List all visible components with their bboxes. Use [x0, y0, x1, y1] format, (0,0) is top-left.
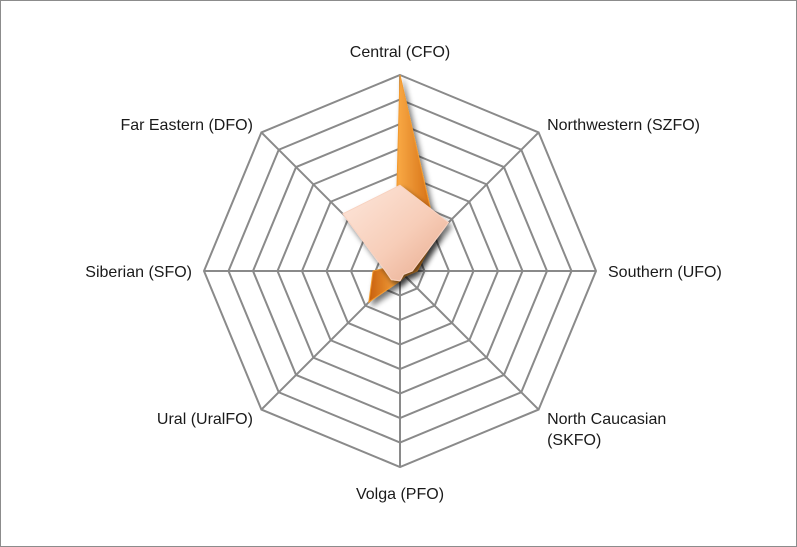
axis-label-line: Southern (UFO) [608, 264, 722, 281]
axis-label-0: Central (CFO) [350, 44, 450, 61]
axis-label-line: Central (CFO) [350, 44, 450, 61]
axis-label-4: Volga (PFO) [356, 486, 444, 503]
axis-label-line: North Caucasian [547, 411, 666, 428]
axis-label-2: Southern (UFO) [608, 264, 722, 281]
series-area-2 [342, 184, 450, 282]
axis-label-line: Ural (UralFO) [157, 411, 253, 428]
axis-label-1: Northwestern (SZFO) [547, 117, 700, 134]
axis-labels: Central (CFO) Northwestern (SZFO) Southern… [85, 44, 722, 503]
spoke-3 [399, 270, 540, 411]
radar-series [342, 74, 450, 304]
axis-label-7: Far Eastern (DFO) [120, 117, 252, 134]
axis-label-6: Siberian (SFO) [85, 264, 192, 281]
axis-label-line: Far Eastern (DFO) [120, 117, 252, 134]
axis-label-3: North Caucasian (SKFO) [547, 411, 666, 449]
axis-label-line: Siberian (SFO) [85, 264, 192, 281]
axis-label-5: Ural (UralFO) [157, 411, 253, 428]
axis-label-line: Northwestern (SZFO) [547, 117, 700, 134]
axis-label-line: Volga (PFO) [356, 486, 444, 503]
axis-label-line: (SKFO) [547, 432, 601, 449]
